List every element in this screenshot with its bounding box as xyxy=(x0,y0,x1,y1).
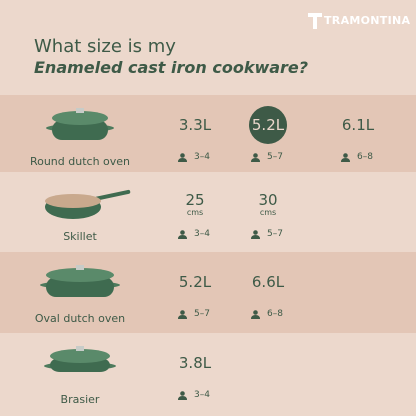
size-value: 3.8L xyxy=(178,354,212,372)
size-unit: cms xyxy=(259,208,277,217)
people-count: 5–7 xyxy=(267,229,283,239)
size-value: 25 xyxy=(185,191,205,209)
highlight-circle xyxy=(249,106,287,144)
person-icon xyxy=(341,153,350,162)
size-value: 5.2L xyxy=(178,273,212,291)
person-icon xyxy=(178,391,187,400)
size-value: 3.3L xyxy=(178,116,212,134)
title-line: Enameled cast iron cookware? xyxy=(34,58,309,77)
people-count: 5–7 xyxy=(194,309,210,319)
brand-logo xyxy=(308,13,322,29)
cookware-image xyxy=(40,265,120,297)
people-count: 3–4 xyxy=(194,390,210,400)
people-count: 3–4 xyxy=(194,229,210,239)
row-label: Round dutch oven xyxy=(29,155,131,168)
row-label: Oval dutch oven xyxy=(34,312,126,325)
cookware-image xyxy=(45,189,131,219)
size-value: 30 xyxy=(258,191,278,209)
person-icon xyxy=(178,153,187,162)
people-count: 5–7 xyxy=(267,152,283,162)
person-icon xyxy=(251,310,260,319)
people-count: 6–8 xyxy=(357,152,373,162)
person-icon xyxy=(251,153,260,162)
title-line: What size is my xyxy=(34,36,176,57)
people-count: 6–8 xyxy=(267,309,283,319)
size-unit: cms xyxy=(186,208,204,217)
brand: TRAMONTINA xyxy=(324,14,411,27)
person-icon xyxy=(178,310,187,319)
person-icon xyxy=(178,230,187,239)
person-icon xyxy=(251,230,260,239)
size-value: 6.6L xyxy=(251,273,285,291)
people-count: 3–4 xyxy=(194,152,210,162)
cookware-image xyxy=(46,108,114,140)
size-value: 6.1L xyxy=(341,116,375,134)
size-value: 5.2L xyxy=(251,116,285,134)
row-label: Skillet xyxy=(63,230,97,243)
row-label: Brasier xyxy=(60,393,100,406)
row-band xyxy=(0,333,416,416)
cookware-image xyxy=(44,346,116,372)
